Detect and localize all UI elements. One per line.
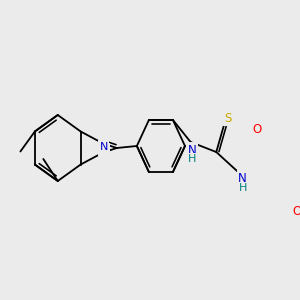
Text: N: N [238, 172, 247, 184]
Text: N: N [100, 142, 108, 152]
Text: O: O [293, 205, 300, 218]
Text: N: N [188, 143, 197, 157]
Text: H: H [188, 154, 196, 164]
Text: S: S [225, 112, 232, 124]
Text: H: H [238, 183, 247, 193]
Text: O: O [100, 145, 108, 154]
Text: O: O [253, 122, 262, 136]
